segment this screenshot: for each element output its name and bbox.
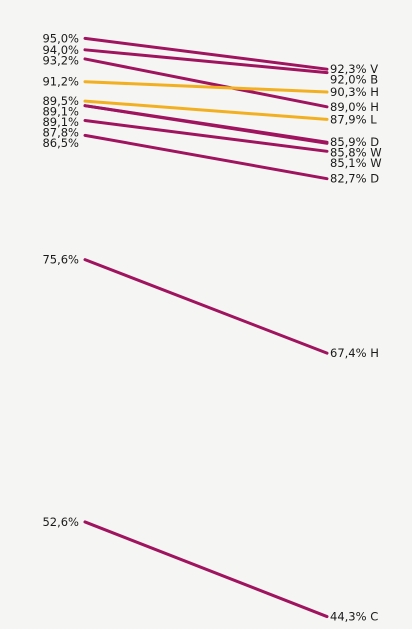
right-value-labels: 92,3% V92,0% B90,3% H89,0% H87,9% L 85,9%… [330, 62, 382, 623]
left-label-1: 95,0% [42, 31, 79, 45]
left-label-11: 52,6% [42, 515, 79, 529]
right-label-10: 67,4% H [330, 346, 379, 360]
right-label-1: 92,3% V [330, 62, 378, 76]
series-line-1 [83, 36, 329, 71]
right-label-7: 85,8% W [330, 146, 382, 160]
series-line-10 [83, 258, 329, 355]
left-label-8: 87,8% [42, 126, 79, 140]
series-line-2 [83, 48, 329, 75]
series-line-9 [83, 133, 329, 181]
series-line-4 [83, 80, 329, 94]
right-label-8: 85,1% W [330, 156, 382, 170]
left-label-2: 94,0% [42, 43, 79, 57]
series-line-3 [83, 57, 329, 109]
right-label-6: 85,9% D [330, 135, 379, 149]
left-value-labels: 95,0%94,0%93,2%91,2%89,5%89,1%89,1%87,8%… [42, 31, 79, 529]
left-label-4: 91,2% [42, 75, 79, 89]
series-line-5 [83, 99, 329, 121]
left-label-9: 86,5% [42, 136, 79, 150]
right-label-2: 92,0% B [330, 73, 378, 87]
series-lines [83, 36, 329, 619]
series-line-11 [83, 520, 329, 619]
right-label-4: 89,0% H [330, 100, 379, 114]
right-label-5: 87,9% L [330, 112, 377, 126]
series-line-8 [83, 119, 329, 153]
left-label-7: 89,1% [42, 115, 79, 129]
left-label-6: 89,1% [42, 105, 79, 119]
left-label-10: 75,6% [42, 253, 79, 267]
series-line-7 [83, 104, 329, 145]
right-label-11: 44,3% C [330, 610, 378, 624]
left-label-3: 93,2% [42, 53, 79, 67]
left-label-5: 89,5% [42, 94, 79, 108]
right-label-3: 90,3% H [330, 85, 379, 99]
right-label-9: 82,7% D [330, 172, 379, 186]
